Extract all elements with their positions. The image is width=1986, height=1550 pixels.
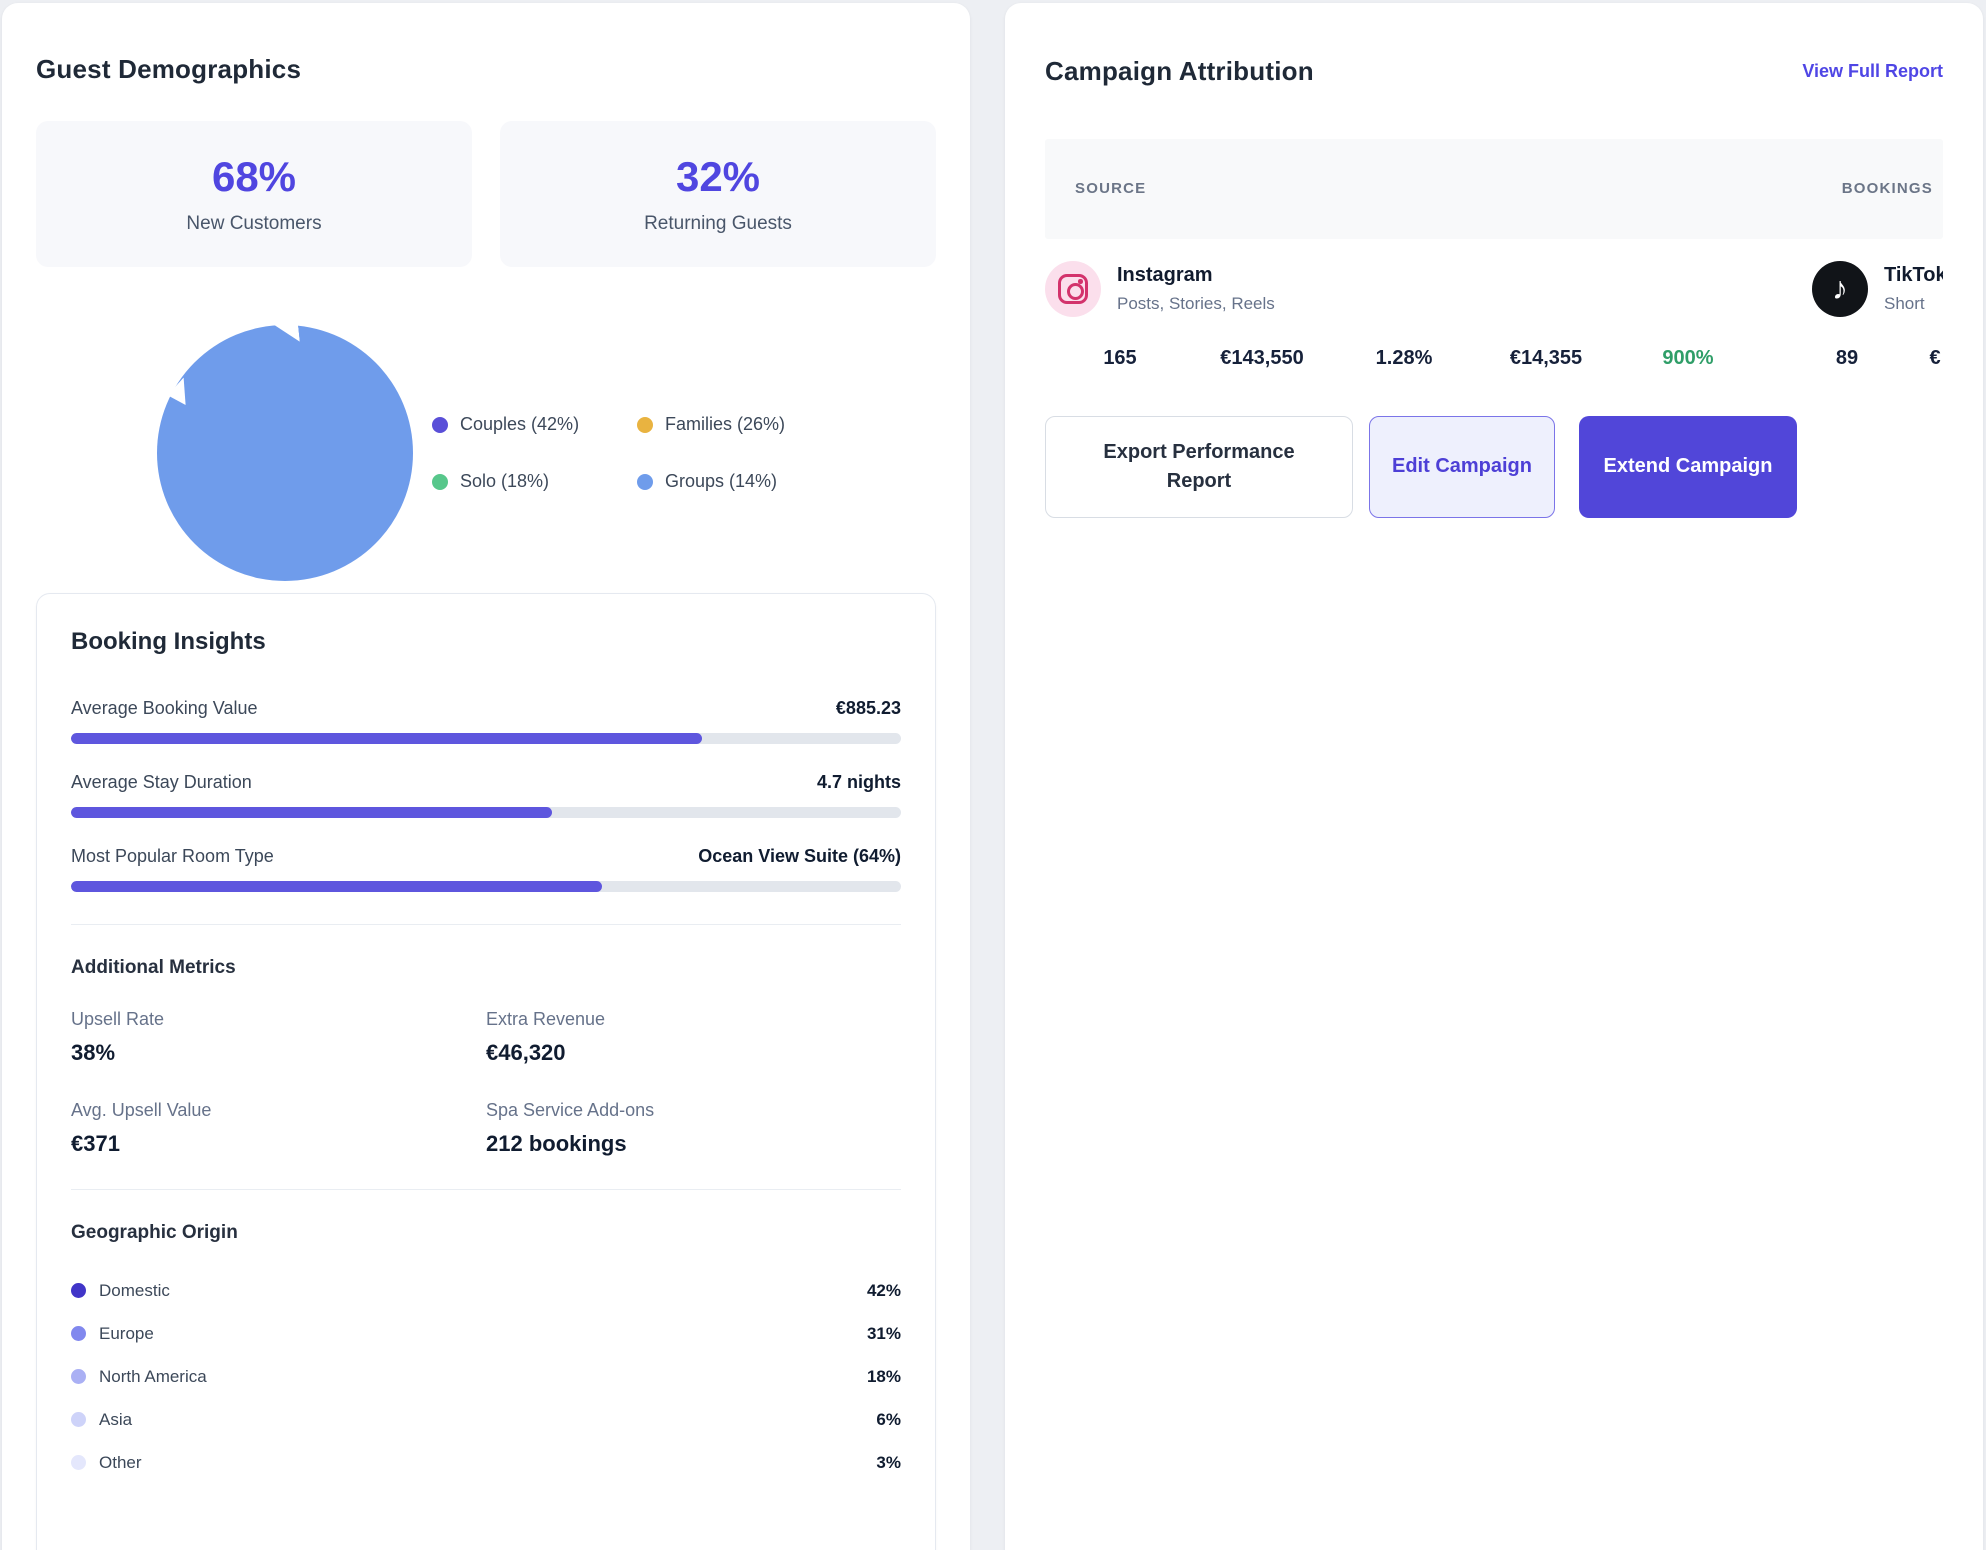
geographic-origin-title: Geographic Origin bbox=[71, 1222, 238, 1244]
north-america-dot-icon bbox=[71, 1369, 86, 1385]
legend-item-couples: Couples (42%) bbox=[432, 414, 637, 435]
booking-insights-card: Booking Insights Average Booking Value €… bbox=[36, 593, 936, 1550]
guest-type-chart-section: Couples (42%) Families (26%) Solo (18%) … bbox=[36, 323, 936, 583]
campaign-attribution-title: Campaign Attribution bbox=[1045, 56, 1314, 87]
cost-value: €14,355 bbox=[1509, 346, 1583, 369]
roi-value: 900% bbox=[1662, 346, 1714, 369]
conversion-value: 1.28% bbox=[1375, 346, 1433, 369]
bookings-value: 165 bbox=[1103, 346, 1137, 369]
table-row-tiktok: TikTok Short 89 € bbox=[1787, 260, 1943, 370]
geo-row-asia: Asia 6% bbox=[71, 1403, 901, 1436]
revenue-value: €143,550 bbox=[1220, 346, 1304, 369]
metric-spa-addons: Spa Service Add-ons 212 bookings bbox=[486, 1100, 655, 1157]
source-name: Instagram bbox=[1117, 263, 1213, 286]
revenue-value: € bbox=[1929, 346, 1941, 369]
guest-demographics-panel: Guest Demographics 68% New Customers 32%… bbox=[2, 3, 970, 1550]
additional-metrics-grid: Upsell Rate 38% Extra Revenue €46,320 Av… bbox=[71, 1009, 901, 1157]
campaign-attribution-header: Campaign Attribution View Full Report bbox=[1045, 39, 1943, 105]
couples-dot-icon bbox=[432, 416, 448, 433]
pie-notch bbox=[168, 378, 199, 409]
pie-legend: Couples (42%) Families (26%) Solo (18%) … bbox=[432, 414, 785, 492]
geo-row-north-america: North America 18% bbox=[71, 1360, 901, 1393]
campaign-attribution-panel: Campaign Attribution View Full Report SO… bbox=[1005, 3, 1983, 1550]
view-full-report-link[interactable]: View Full Report bbox=[1802, 61, 1943, 82]
stat-new-customers: 68% New Customers bbox=[36, 121, 472, 268]
edit-campaign-button[interactable]: Edit Campaign bbox=[1369, 415, 1555, 518]
families-dot-icon bbox=[637, 416, 653, 433]
tiktok-icon bbox=[1812, 260, 1868, 317]
geo-row-other: Other 3% bbox=[71, 1446, 901, 1479]
progress-track bbox=[71, 807, 901, 819]
attribution-table-header: SOURCE BOOKINGS bbox=[1045, 138, 1943, 239]
returning-guests-label: Returning Guests bbox=[644, 213, 792, 235]
progress-track bbox=[71, 733, 901, 745]
table-row-instagram: Instagram Posts, Stories, Reels 165 €143… bbox=[1045, 260, 1787, 370]
geographic-origin-list: Domestic 42% Europe 31% North America bbox=[71, 1274, 901, 1479]
legend-item-solo: Solo (18%) bbox=[432, 471, 637, 492]
divider bbox=[71, 1189, 901, 1191]
column-header-source: SOURCE bbox=[1075, 180, 1147, 198]
progress-fill bbox=[71, 733, 702, 745]
guest-type-pie-chart bbox=[157, 325, 413, 582]
progress-track bbox=[71, 881, 901, 893]
domestic-dot-icon bbox=[71, 1283, 86, 1299]
groups-dot-icon bbox=[637, 473, 653, 490]
stat-returning-guests: 32% Returning Guests bbox=[500, 121, 936, 268]
other-dot-icon bbox=[71, 1455, 86, 1471]
column-header-bookings: BOOKINGS bbox=[1841, 180, 1933, 198]
legend-item-groups: Groups (14%) bbox=[637, 471, 785, 492]
instagram-icon bbox=[1045, 260, 1101, 317]
new-customers-value: 68% bbox=[211, 153, 297, 201]
extend-campaign-button[interactable]: Extend Campaign bbox=[1579, 415, 1797, 518]
campaign-actions: Export Performance Report Edit Campaign … bbox=[1045, 415, 1943, 518]
guest-demographics-title: Guest Demographics bbox=[36, 54, 302, 85]
solo-dot-icon bbox=[432, 473, 448, 490]
guest-stats-row: 68% New Customers 32% Returning Guests bbox=[36, 121, 936, 268]
source-subtitle: Posts, Stories, Reels bbox=[1117, 293, 1275, 313]
attribution-table-body: Instagram Posts, Stories, Reels 165 €143… bbox=[1045, 239, 1943, 370]
divider bbox=[71, 924, 901, 926]
progress-fill bbox=[71, 807, 553, 819]
metric-extra-revenue: Extra Revenue €46,320 bbox=[486, 1009, 606, 1066]
asia-dot-icon bbox=[71, 1412, 86, 1428]
geo-row-domestic: Domestic 42% bbox=[71, 1274, 901, 1307]
export-performance-report-button[interactable]: Export Performance Report bbox=[1045, 415, 1353, 518]
legend-item-families: Families (26%) bbox=[637, 414, 785, 435]
geo-row-europe: Europe 31% bbox=[71, 1317, 901, 1350]
attribution-table: SOURCE BOOKINGS Instagram Posts, Stories… bbox=[1045, 138, 1943, 370]
metric-average-stay-duration: Average Stay Duration 4.7 nights bbox=[71, 772, 901, 819]
metric-upsell-rate: Upsell Rate 38% bbox=[71, 1009, 165, 1066]
pie-notch bbox=[272, 321, 300, 348]
source-subtitle: Short bbox=[1884, 293, 1925, 313]
source-name: TikTok bbox=[1884, 263, 1943, 286]
metric-average-booking-value: Average Booking Value €885.23 bbox=[71, 698, 901, 745]
metric-most-popular-room-type: Most Popular Room Type Ocean View Suite … bbox=[71, 846, 901, 893]
booking-insights-title: Booking Insights bbox=[71, 628, 266, 656]
tiktok-metrics-row: 89 € bbox=[1803, 347, 1943, 370]
instagram-metrics-row: 165 €143,550 1.28% €14,355 900% bbox=[1049, 347, 1787, 370]
bookings-value: 89 bbox=[1835, 346, 1859, 369]
new-customers-label: New Customers bbox=[186, 213, 322, 235]
europe-dot-icon bbox=[71, 1326, 86, 1342]
metric-avg-upsell-value: Avg. Upsell Value €371 bbox=[71, 1100, 212, 1157]
returning-guests-value: 32% bbox=[675, 153, 761, 201]
additional-metrics-title: Additional Metrics bbox=[71, 957, 236, 979]
progress-fill bbox=[71, 881, 603, 893]
